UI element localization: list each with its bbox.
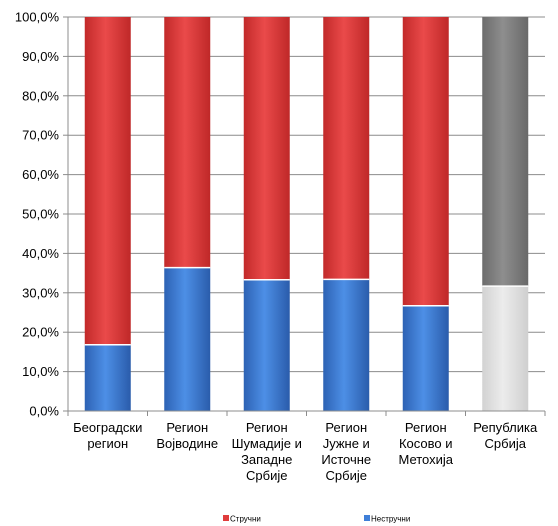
bar-segment-nestrucni bbox=[323, 279, 370, 411]
bar-segment-nestrucni bbox=[164, 267, 211, 411]
y-tick-label: 30,0% bbox=[22, 285, 59, 300]
bar-segment-strucni bbox=[164, 17, 211, 268]
axes bbox=[67, 17, 546, 416]
bar-segment-strucni bbox=[482, 17, 529, 287]
legend-label: Нестручни bbox=[371, 515, 410, 524]
legend: Стручни Нестручни bbox=[223, 515, 410, 524]
y-tick-label: 90,0% bbox=[22, 49, 59, 64]
bars bbox=[84, 17, 529, 411]
legend-swatch bbox=[223, 515, 229, 521]
x-axis-category-labels: Београдски регион Регион Војводине Регион Шум… bbox=[73, 420, 538, 483]
x-category-label: Република Србија bbox=[473, 420, 538, 451]
y-tick-label: 50,0% bbox=[22, 207, 59, 222]
y-tick-label: 100,0% bbox=[15, 10, 60, 25]
x-category-label: Регион Косово и Метохија bbox=[398, 420, 453, 467]
bar-segment-strucni bbox=[323, 17, 370, 280]
bar-segment-nestrucni bbox=[482, 286, 529, 411]
legend-label: Стручни bbox=[230, 515, 261, 524]
x-category-label: Регион Војводине bbox=[156, 420, 218, 451]
y-tick-label: 10,0% bbox=[22, 364, 59, 379]
y-tick-label: 80,0% bbox=[22, 88, 59, 103]
x-category-label: Регион Шумадије и Западне Србије bbox=[232, 420, 302, 483]
x-category-label: Регион Јужне и Источне Србије bbox=[321, 420, 371, 483]
x-category-label: Београдски регион bbox=[73, 420, 142, 451]
y-tick-label: 20,0% bbox=[22, 325, 59, 340]
legend-swatch bbox=[364, 515, 370, 521]
bar-segment-strucni bbox=[243, 17, 290, 280]
y-tick-label: 60,0% bbox=[22, 167, 59, 182]
bar-segment-strucni bbox=[84, 17, 131, 345]
y-tick-label: 0,0% bbox=[29, 404, 59, 419]
y-axis-tick-labels: 0,0% 10,0% 20,0% 30,0% 40,0% 50,0% 60,0% 70,0% 8… bbox=[15, 10, 60, 419]
y-tick-label: 40,0% bbox=[22, 246, 59, 261]
bar-segment-nestrucni bbox=[84, 344, 131, 411]
y-tick-label: 70,0% bbox=[22, 128, 59, 143]
gridlines bbox=[63, 16, 545, 412]
bar-segment-nestrucni bbox=[243, 279, 290, 411]
bar-segment-nestrucni bbox=[402, 305, 449, 411]
bar-segment-strucni bbox=[402, 17, 449, 306]
